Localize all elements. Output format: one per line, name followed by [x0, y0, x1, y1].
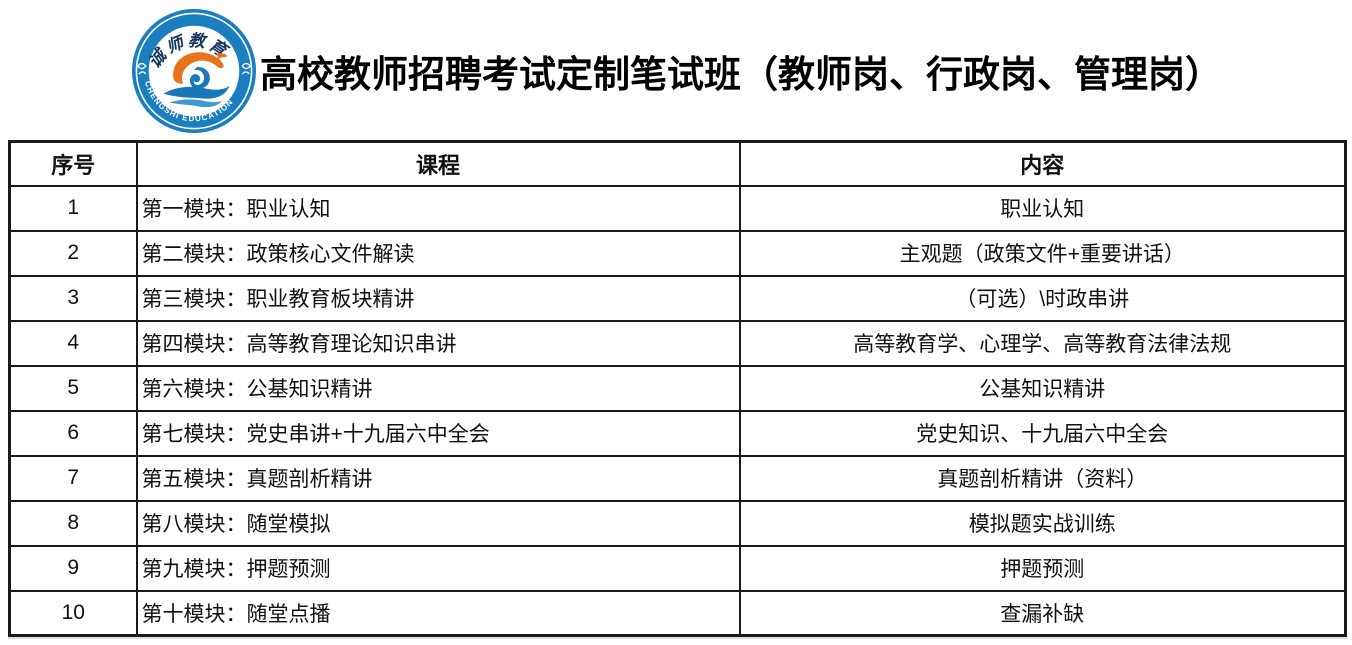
cell-course: 第六模块：公基知识精讲 — [135, 364, 741, 412]
cell-index: 2 — [8, 229, 138, 277]
table-row: 3 第三模块：职业教育板块精讲 （可选）\时政串讲 — [8, 274, 1347, 322]
column-header-index: 序号 — [8, 140, 138, 187]
cell-index: 9 — [8, 544, 138, 592]
table-row: 10 第十模块：随堂点播 查漏补缺 — [8, 589, 1347, 637]
cell-course: 第三模块：职业教育板块精讲 — [135, 274, 741, 322]
cell-content: 党史知识、十九届六中全会 — [738, 409, 1347, 457]
cell-course: 第一模块：职业认知 — [135, 184, 741, 232]
cell-index: 7 — [8, 454, 138, 502]
cell-course: 第九模块：押题预测 — [135, 544, 741, 592]
course-table: 序号 课程 内容 1 第一模块：职业认知 职业认知 2 第二模块：政策核心文件解… — [8, 140, 1347, 637]
table-row: 8 第八模块：随堂模拟 模拟题实战训练 — [8, 499, 1347, 547]
column-header-content: 内容 — [738, 140, 1347, 187]
page-title: 高校教师招聘考试定制笔试班（教师岗、行政岗、管理岗） — [260, 54, 1222, 95]
cell-content: 查漏补缺 — [738, 589, 1347, 637]
cell-content: 模拟题实战训练 — [738, 499, 1347, 547]
column-header-course: 课程 — [135, 140, 741, 187]
cell-course: 第八模块：随堂模拟 — [135, 499, 741, 547]
table-row: 2 第二模块：政策核心文件解读 主观题（政策文件+重要讲话） — [8, 229, 1347, 277]
table-row: 4 第四模块：高等教育理论知识串讲 高等教育学、心理学、高等教育法律法规 — [8, 319, 1347, 367]
table-header-row: 序号 课程 内容 — [8, 140, 1347, 187]
table-row: 5 第六模块：公基知识精讲 公基知识精讲 — [8, 364, 1347, 412]
page-header: 诚师教育 CHENGSHI EDUCATION 高校教师招聘考试定制笔试班（教师… — [0, 0, 1352, 140]
cell-course: 第二模块：政策核心文件解读 — [135, 229, 741, 277]
cell-index: 4 — [8, 319, 138, 367]
cell-index: 8 — [8, 499, 138, 547]
cell-content: 公基知识精讲 — [738, 364, 1347, 412]
table-row: 1 第一模块：职业认知 职业认知 — [8, 184, 1347, 232]
cell-content: 押题预测 — [738, 544, 1347, 592]
cell-course: 第四模块：高等教育理论知识串讲 — [135, 319, 741, 367]
cell-index: 3 — [8, 274, 138, 322]
cell-content: 职业认知 — [738, 184, 1347, 232]
cell-index: 6 — [8, 409, 138, 457]
table-row: 9 第九模块：押题预测 押题预测 — [8, 544, 1347, 592]
table-row: 6 第七模块：党史串讲+十九届六中全会 党史知识、十九届六中全会 — [8, 409, 1347, 457]
cell-course: 第七模块：党史串讲+十九届六中全会 — [135, 409, 741, 457]
cell-content: 真题剖析精讲（资料） — [738, 454, 1347, 502]
cell-content: （可选）\时政串讲 — [738, 274, 1347, 322]
cell-course: 第五模块：真题剖析精讲 — [135, 454, 741, 502]
cell-index: 5 — [8, 364, 138, 412]
cell-content: 主观题（政策文件+重要讲话） — [738, 229, 1347, 277]
chengshi-education-logo-icon: 诚师教育 CHENGSHI EDUCATION — [130, 7, 258, 135]
cell-content: 高等教育学、心理学、高等教育法律法规 — [738, 319, 1347, 367]
cell-course: 第十模块：随堂点播 — [135, 589, 741, 637]
cell-index: 1 — [8, 184, 138, 232]
cell-index: 10 — [8, 589, 138, 637]
table-row: 7 第五模块：真题剖析精讲 真题剖析精讲（资料） — [8, 454, 1347, 502]
